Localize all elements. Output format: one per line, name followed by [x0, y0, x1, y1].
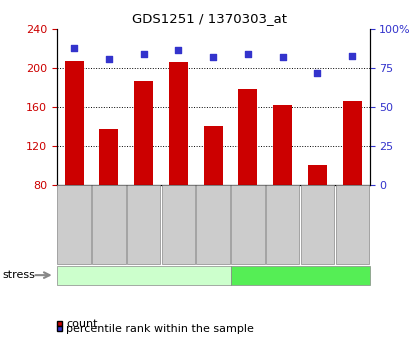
Text: stress: stress [2, 270, 35, 280]
Text: GSM45191: GSM45191 [313, 196, 322, 245]
Text: GSM45184: GSM45184 [70, 196, 79, 245]
Point [175, 47, 182, 52]
Text: GSM45193: GSM45193 [209, 196, 218, 245]
Text: GSM45188: GSM45188 [244, 196, 252, 245]
Bar [204, 126, 223, 185]
Bar [134, 81, 153, 185]
Point [314, 70, 321, 76]
Point [71, 45, 77, 51]
Text: percentile rank within the sample: percentile rank within the sample [66, 324, 254, 334]
Point [210, 55, 217, 60]
Point [140, 51, 147, 57]
Text: count: count [66, 319, 98, 329]
Text: GDS1251 / 1370303_at: GDS1251 / 1370303_at [132, 12, 288, 25]
Bar [273, 105, 292, 185]
Bar [308, 165, 327, 185]
Bar [65, 61, 84, 185]
Bar [239, 89, 257, 185]
Bar [169, 62, 188, 185]
Text: control: control [124, 270, 163, 280]
Point [105, 56, 112, 61]
Text: GSM45192: GSM45192 [348, 196, 357, 245]
Text: GSM45186: GSM45186 [104, 196, 113, 245]
Text: GSM45189: GSM45189 [174, 196, 183, 245]
Text: GSM45187: GSM45187 [139, 196, 148, 245]
Point [349, 53, 356, 58]
Text: acute hypotension: acute hypotension [248, 270, 352, 280]
Point [244, 51, 251, 57]
Bar [99, 129, 118, 185]
Bar [343, 101, 362, 185]
Point [279, 55, 286, 60]
Text: GSM45190: GSM45190 [278, 196, 287, 245]
